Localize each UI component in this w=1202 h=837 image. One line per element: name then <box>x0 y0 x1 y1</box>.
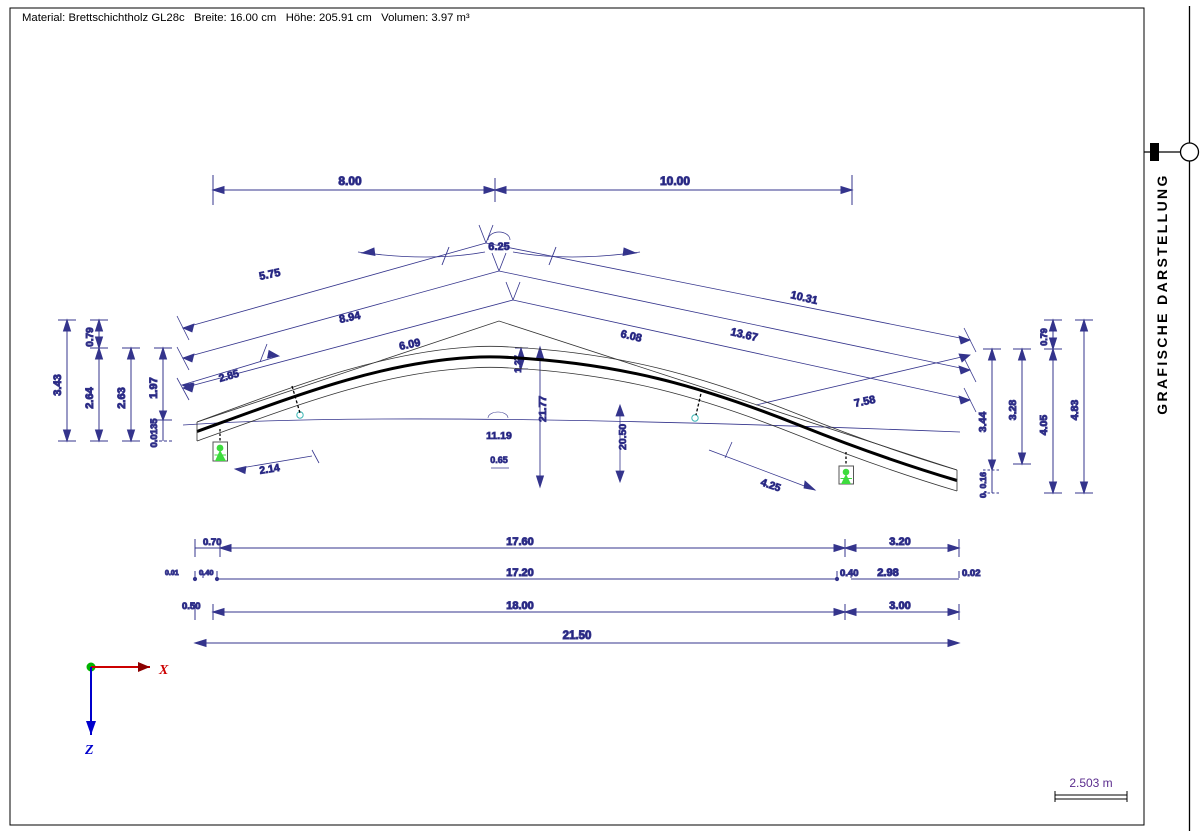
svg-text:Material: Brettschichtholz GL2: Material: Brettschichtholz GL28c Breite:… <box>22 12 470 24</box>
svg-text:18.00: 18.00 <box>506 600 534 612</box>
svg-text:0.79: 0.79 <box>85 327 96 347</box>
svg-text:0.65: 0.65 <box>490 455 508 465</box>
svg-text:0.79: 0.79 <box>1039 328 1049 346</box>
svg-text:20.50: 20.50 <box>617 424 629 450</box>
svg-text:3.20: 3.20 <box>889 536 910 548</box>
svg-text:2.14: 2.14 <box>259 462 281 477</box>
svg-text:2.98: 2.98 <box>877 567 898 579</box>
svg-text:0.01: 0.01 <box>165 570 179 577</box>
svg-text:Z: Z <box>84 743 94 758</box>
svg-text:1.97: 1.97 <box>148 377 160 398</box>
svg-text:17.20: 17.20 <box>506 567 534 579</box>
svg-text:10.00: 10.00 <box>660 174 690 188</box>
svg-text:4.25: 4.25 <box>759 476 782 494</box>
svg-text:6.08: 6.08 <box>619 328 643 345</box>
svg-text:3.44: 3.44 <box>977 412 989 433</box>
svg-text:0.40: 0.40 <box>199 568 214 577</box>
svg-text:5.75: 5.75 <box>258 267 281 283</box>
svg-text:7.58: 7.58 <box>853 394 876 410</box>
svg-text:21.50: 21.50 <box>563 630 592 642</box>
svg-text:GRAFISCHE DARSTELLUNG: GRAFISCHE DARSTELLUNG <box>1154 173 1170 414</box>
svg-text:X: X <box>158 663 169 678</box>
svg-text:0.50: 0.50 <box>182 601 201 612</box>
svg-text:8.00: 8.00 <box>338 174 362 188</box>
svg-text:3.43: 3.43 <box>52 374 64 395</box>
svg-text:4.05: 4.05 <box>1038 415 1050 436</box>
svg-text:0.40: 0.40 <box>840 568 859 579</box>
svg-text:2.64: 2.64 <box>84 386 96 408</box>
svg-text:0.0135: 0.0135 <box>149 418 160 448</box>
svg-text:0.02: 0.02 <box>962 568 981 579</box>
svg-text:0.70: 0.70 <box>203 537 222 548</box>
svg-text:2.503 m: 2.503 m <box>1069 776 1112 790</box>
svg-text:8.94: 8.94 <box>338 310 362 326</box>
svg-text:21.77: 21.77 <box>537 396 549 422</box>
svg-text:13.67: 13.67 <box>729 326 759 344</box>
svg-text:17.60: 17.60 <box>506 536 534 548</box>
svg-text:2.63: 2.63 <box>116 387 128 408</box>
svg-text:3.00: 3.00 <box>889 600 910 612</box>
svg-text:4.83: 4.83 <box>1069 400 1081 421</box>
svg-text:0. 0.16: 0. 0.16 <box>978 472 988 498</box>
svg-text:2.85: 2.85 <box>218 368 241 385</box>
svg-text:11.19: 11.19 <box>486 430 512 442</box>
svg-text:6.25: 6.25 <box>488 241 509 253</box>
svg-text:3.28: 3.28 <box>1007 400 1019 421</box>
